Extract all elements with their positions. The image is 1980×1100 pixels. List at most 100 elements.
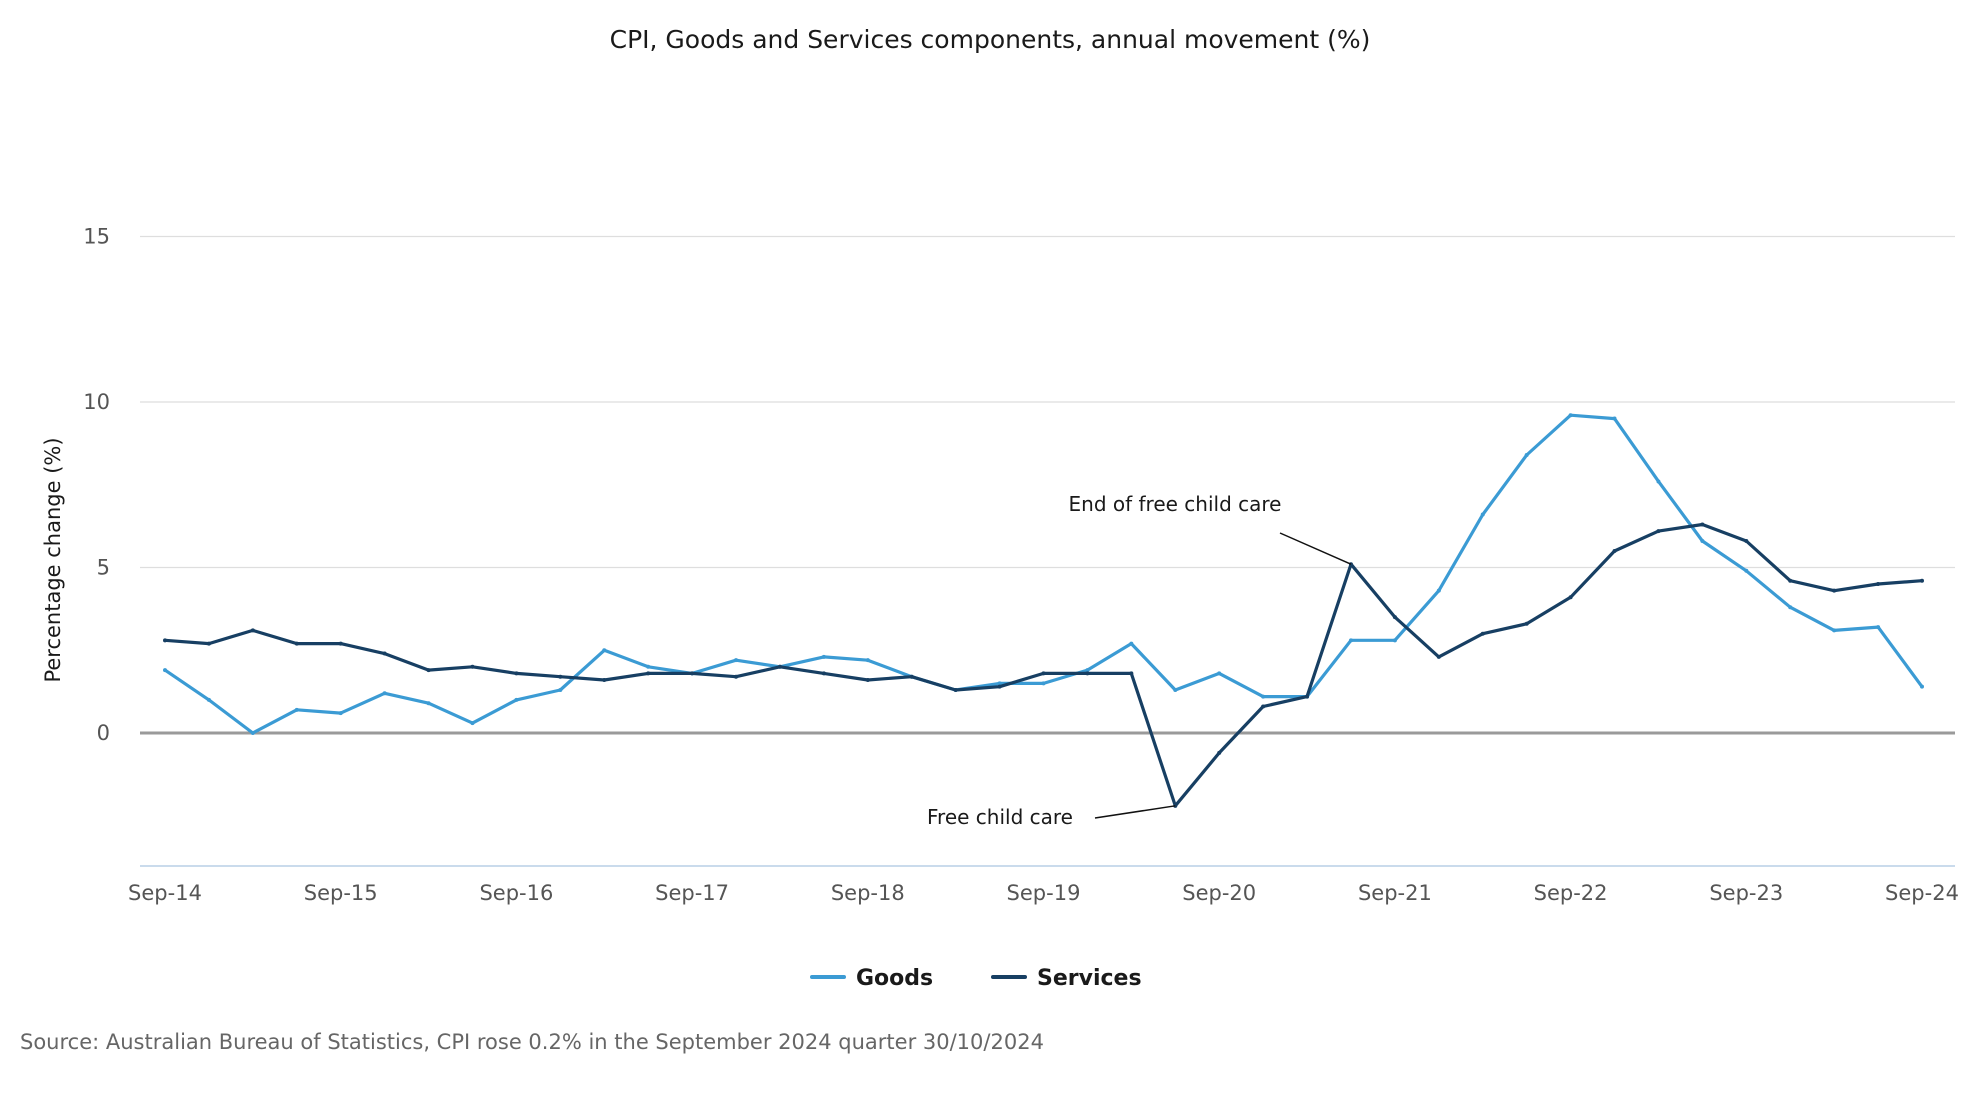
services-point xyxy=(1920,578,1924,583)
goods-point xyxy=(1524,452,1529,457)
goods-point xyxy=(382,691,387,696)
services-point xyxy=(646,671,651,676)
services-point xyxy=(734,674,739,679)
goods-point xyxy=(997,681,1002,686)
services-point xyxy=(558,674,563,679)
x-tick-label: Sep-20 xyxy=(1182,881,1256,905)
goods-point xyxy=(734,658,739,663)
goods-point xyxy=(1920,684,1924,689)
services-point xyxy=(1217,750,1222,755)
services-point xyxy=(909,674,914,679)
goods-point xyxy=(1348,638,1353,643)
goods-point xyxy=(470,721,475,726)
grid-lines xyxy=(140,235,1955,867)
goods-point xyxy=(821,654,826,659)
goods-point xyxy=(1480,512,1485,517)
services-point xyxy=(1392,615,1397,620)
legend-item-goods[interactable]: Goods xyxy=(810,966,933,991)
services-point xyxy=(1656,529,1661,534)
chart-title: CPI, Goods and Services components, annu… xyxy=(610,25,1371,54)
goods-point xyxy=(1788,605,1793,610)
annotation-free-child-care: Free child care xyxy=(927,805,1073,829)
services-legend-label: Services xyxy=(1037,966,1142,991)
goods-point xyxy=(558,687,563,692)
services-point xyxy=(206,641,211,646)
y-axis-label: Percentage change (%) xyxy=(41,437,65,682)
x-tick-label: Sep-18 xyxy=(831,881,905,905)
services-point xyxy=(1305,694,1310,699)
goods-legend-label: Goods xyxy=(856,966,933,991)
services-point xyxy=(1700,522,1705,527)
goods-point xyxy=(1041,681,1046,686)
x-tick-label: Sep-22 xyxy=(1534,881,1608,905)
goods-point xyxy=(1656,479,1661,484)
services-point xyxy=(514,671,519,676)
goods-point xyxy=(206,697,211,702)
source-note: Source: Australian Bureau of Statistics,… xyxy=(20,1030,1044,1054)
annotation-leader xyxy=(1279,532,1352,565)
y-axis-ticks: 0 5 10 15 xyxy=(83,225,110,746)
goods-point xyxy=(514,697,519,702)
goods-point xyxy=(1832,628,1837,633)
services-point xyxy=(777,664,782,669)
x-tick-label: Sep-19 xyxy=(1007,881,1081,905)
services-point xyxy=(338,641,343,646)
goods-point xyxy=(1392,638,1397,643)
services-point xyxy=(426,668,431,673)
series-services xyxy=(163,522,1924,808)
services-point xyxy=(1788,578,1793,583)
legend[interactable]: Goods Services xyxy=(810,966,1142,991)
x-tick-label: Sep-21 xyxy=(1358,881,1432,905)
y-tick-label: 5 xyxy=(97,556,110,580)
services-point xyxy=(1524,621,1529,626)
services-point xyxy=(294,641,299,646)
services-point xyxy=(602,678,607,683)
services-point xyxy=(1261,704,1266,709)
goods-point xyxy=(1085,668,1090,673)
services-point xyxy=(997,684,1002,689)
goods-point xyxy=(338,711,343,716)
x-tick-label: Sep-15 xyxy=(304,881,378,905)
goods-point xyxy=(1217,671,1222,676)
legend-item-services[interactable]: Services xyxy=(991,966,1142,991)
services-point xyxy=(250,628,255,633)
goods-point xyxy=(646,664,651,669)
services-point xyxy=(821,671,826,676)
services-point xyxy=(1876,582,1881,587)
x-tick-label: Sep-23 xyxy=(1709,881,1783,905)
services-point xyxy=(163,638,167,643)
x-tick-label: Sep-17 xyxy=(655,881,729,905)
annotation-end-free-child-care: End of free child care xyxy=(1069,492,1282,516)
services-point xyxy=(690,671,695,676)
series-goods xyxy=(163,413,1924,735)
goods-point xyxy=(1261,694,1266,699)
services-point xyxy=(382,651,387,656)
services-point xyxy=(1129,671,1134,676)
services-point xyxy=(865,678,870,683)
goods-point xyxy=(1129,641,1134,646)
y-tick-label: 0 xyxy=(97,721,110,745)
goods-point xyxy=(1744,568,1749,573)
x-axis-ticks: Sep-14 Sep-15 Sep-16 Sep-17 Sep-18 Sep-19 Sep-… xyxy=(128,881,1959,905)
goods-point xyxy=(865,658,870,663)
goods-point xyxy=(294,707,299,712)
goods-point xyxy=(1700,539,1705,544)
goods-point xyxy=(1436,588,1441,593)
services-point xyxy=(1085,671,1090,676)
goods-point xyxy=(163,668,167,673)
goods-point xyxy=(1568,413,1573,418)
goods-point xyxy=(1173,687,1178,692)
y-tick-label: 15 xyxy=(83,225,110,249)
services-point xyxy=(1436,654,1441,659)
annotation-leader xyxy=(1094,805,1176,819)
x-tick-label: Sep-16 xyxy=(479,881,553,905)
services-point xyxy=(1832,588,1837,593)
goods-point xyxy=(426,701,431,706)
goods-point xyxy=(1612,416,1617,421)
services-point xyxy=(1041,671,1046,676)
goods-point xyxy=(250,731,255,735)
services-point xyxy=(1612,548,1617,553)
y-tick-label: 10 xyxy=(83,390,110,414)
goods-point xyxy=(1876,625,1881,630)
